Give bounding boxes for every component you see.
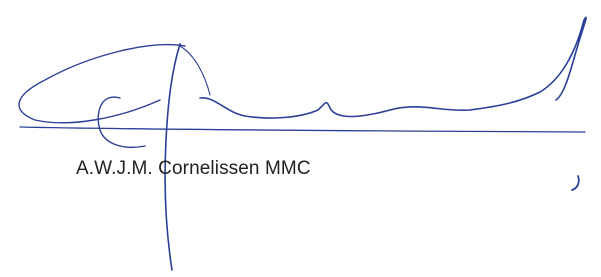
connector	[180, 46, 210, 95]
vertical-stroke	[165, 44, 180, 270]
page: A.W.J.M. Cornelissen MMC (() => { const …	[0, 0, 601, 277]
small-loop	[98, 97, 145, 147]
end-mark	[572, 176, 579, 190]
signature-strokes	[0, 0, 601, 277]
outer-loop	[19, 45, 185, 123]
printed-name: A.W.J.M. Cornelissen MMC	[76, 158, 311, 180]
wave-stroke	[200, 17, 586, 118]
base-line	[20, 127, 585, 132]
